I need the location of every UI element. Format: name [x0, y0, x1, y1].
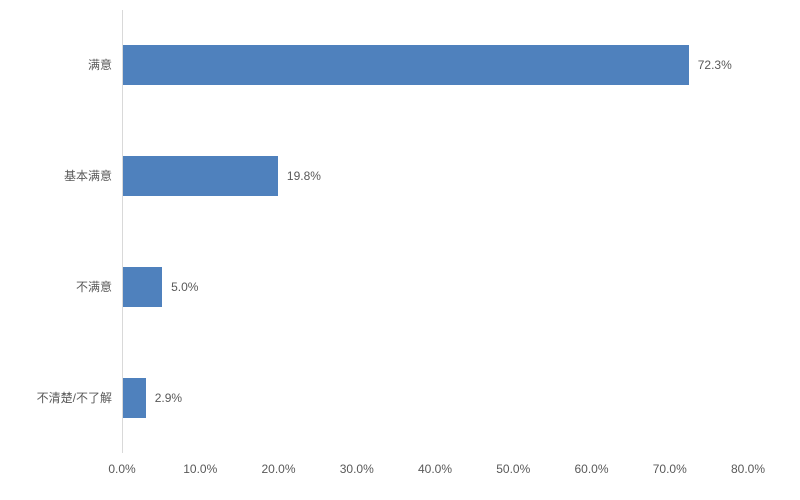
bar-0: [123, 45, 689, 86]
x-tick-label-4: 40.0%: [417, 462, 453, 476]
category-label-0: 满意: [87, 58, 112, 73]
value-label-1: 19.8%: [286, 169, 321, 184]
bar-3: [123, 377, 146, 418]
x-tick-label-0: 0.0%: [108, 462, 136, 476]
x-tick-label-8: 80.0%: [730, 462, 766, 476]
category-label-1: 基本满意: [63, 169, 112, 184]
category-label-3: 不清楚/不了解: [36, 390, 112, 405]
plot-area: 72.3% 19.8% 5.0% 2.9%: [122, 10, 749, 453]
x-tick-label-6: 60.0%: [574, 462, 609, 476]
x-tick-label-5: 50.0%: [496, 462, 531, 476]
x-tick-label-7: 70.0%: [652, 462, 687, 476]
value-label-2: 5.0%: [171, 279, 199, 294]
x-tick-label-2: 20.0%: [261, 462, 296, 476]
bar-1: [123, 156, 278, 197]
value-label-0: 72.3%: [697, 58, 732, 73]
value-label-3: 2.9%: [154, 390, 183, 405]
bar-2: [123, 266, 163, 307]
x-tick-label-1: 10.0%: [183, 462, 218, 476]
x-tick-label-3: 30.0%: [339, 462, 374, 476]
category-label-2: 不满意: [75, 279, 112, 294]
